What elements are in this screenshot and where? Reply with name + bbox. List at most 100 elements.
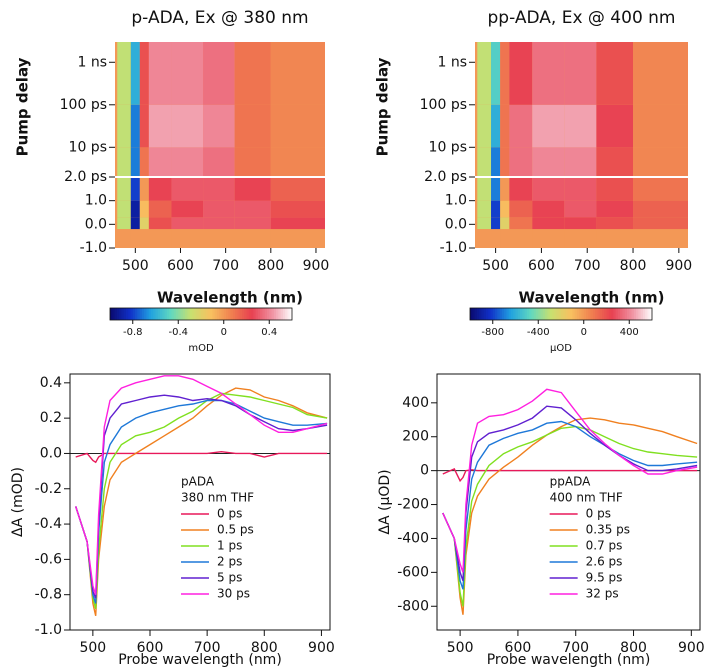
colorbar-segment <box>239 308 243 320</box>
colorbar-segment <box>278 308 282 320</box>
colorbar-segment <box>164 308 168 320</box>
heatmap-cell <box>564 200 597 218</box>
x-tick-label: 800 <box>620 640 647 656</box>
colorbar-segment <box>244 308 247 320</box>
colorbar-segment <box>198 308 202 320</box>
colorbar-segment <box>617 308 621 320</box>
y-tick-label: -400 <box>397 530 429 546</box>
heatmap-cell <box>117 104 131 148</box>
colorbar-segment <box>501 308 505 320</box>
heatmap-cell <box>633 42 688 105</box>
legend-label: 0.5 ps <box>217 523 254 537</box>
colorbar-segment <box>485 308 489 320</box>
colorbar-segment <box>583 308 587 320</box>
colorbar-segment <box>588 308 592 320</box>
heatmap-cell <box>139 217 149 230</box>
legend-label: 0.35 ps <box>586 523 630 537</box>
heatmap-cell <box>532 229 565 248</box>
plot-frame <box>436 373 701 631</box>
colorbar-segment <box>481 308 485 320</box>
heatmap-cell <box>171 200 204 218</box>
colorbar-segment <box>178 308 182 320</box>
y-axis-label: Pump delay <box>374 57 392 156</box>
y-tick-label: 0.0 <box>445 216 467 232</box>
x-tick-label: 900 <box>308 640 335 656</box>
colorbar-segment <box>497 308 501 320</box>
colorbar-segment <box>280 308 284 320</box>
colorbar-segment <box>123 308 127 320</box>
colorbar-segment <box>567 308 571 320</box>
colorbar-segment <box>201 308 204 320</box>
series-line <box>75 450 328 464</box>
colorbar-tick-label: -0.4 <box>168 327 188 338</box>
colorbar-segment <box>173 308 177 320</box>
y-tick-label: 0.4 <box>40 375 62 391</box>
colorbar-tick-label: -800 <box>481 327 504 338</box>
colorbar-segment <box>522 308 526 320</box>
y-axis-label: Pump delay <box>14 57 32 156</box>
colorbar-segment <box>549 308 553 320</box>
colorbar-segment <box>647 308 651 320</box>
colorbar-segment <box>153 308 156 320</box>
x-axis-label: Wavelength (nm) <box>157 289 303 307</box>
heatmap-cell <box>234 42 271 105</box>
colorbar-segment <box>232 308 236 320</box>
colorbar-segment <box>228 308 232 320</box>
colorbar-segment <box>255 308 259 320</box>
colorbar-segment <box>590 308 594 320</box>
y-tick-label: 2.0 ps <box>424 169 467 185</box>
heatmap-cell <box>117 147 131 177</box>
heatmap-cell <box>509 104 533 148</box>
x-tick-label: 600 <box>505 640 532 656</box>
heatmap-cell <box>117 177 131 201</box>
legend-label: 2 ps <box>217 555 242 569</box>
heatmap-cell <box>491 147 501 177</box>
colorbar-segment <box>216 308 220 320</box>
y-tick-label: 1.0 <box>85 193 107 209</box>
colorbar-segment <box>645 308 648 320</box>
y-tick-label: -1.0 <box>35 622 62 638</box>
heatmap-cell <box>500 147 510 177</box>
heatmap-cell <box>633 229 688 248</box>
colorbar-segment <box>624 308 628 320</box>
legend-label: 9.5 ps <box>586 571 623 585</box>
y-tick-label: 100 ps <box>420 97 467 113</box>
colorbar-segment <box>166 308 170 320</box>
colorbar-segment <box>214 308 218 320</box>
colorbar-segment <box>504 308 507 320</box>
colorbar-segment <box>631 308 635 320</box>
heatmap-cell <box>477 177 492 201</box>
colorbar-segment <box>264 308 268 320</box>
colorbar-segment <box>162 308 166 320</box>
heatmap-cell <box>491 229 501 248</box>
colorbar-segment <box>542 308 546 320</box>
legend-label: 5 ps <box>217 571 242 585</box>
colorbar-tick-label: -0.8 <box>123 327 143 338</box>
colorbar-segment <box>563 308 567 320</box>
colorbar-segment <box>121 308 125 320</box>
chart-title: p-ADA, Ex @ 380 nm <box>131 8 308 28</box>
colorbar-segment <box>474 308 478 320</box>
colorbar-segment <box>271 308 275 320</box>
x-tick-label: 600 <box>167 258 194 274</box>
colorbar-segment <box>146 308 150 320</box>
colorbar-segment <box>554 308 557 320</box>
heatmap-cell <box>477 217 492 230</box>
series-line <box>442 388 698 573</box>
legend-title: ppADA <box>550 475 591 489</box>
y-tick-label: 0 <box>420 463 429 479</box>
colorbar-segment <box>479 308 482 320</box>
x-tick-label: 900 <box>665 258 692 274</box>
colorbar-segment <box>135 308 138 320</box>
colorbar-segment <box>538 308 542 320</box>
colorbar-segment <box>196 308 200 320</box>
heatmap-cell <box>532 104 565 148</box>
colorbar-segment <box>141 308 145 320</box>
colorbar-segment <box>513 308 516 320</box>
colorbar-segment <box>175 308 179 320</box>
colorbar-segment <box>526 308 530 320</box>
colorbar-segment <box>615 308 619 320</box>
colorbar-segment <box>547 308 551 320</box>
colorbar-segment <box>599 308 603 320</box>
